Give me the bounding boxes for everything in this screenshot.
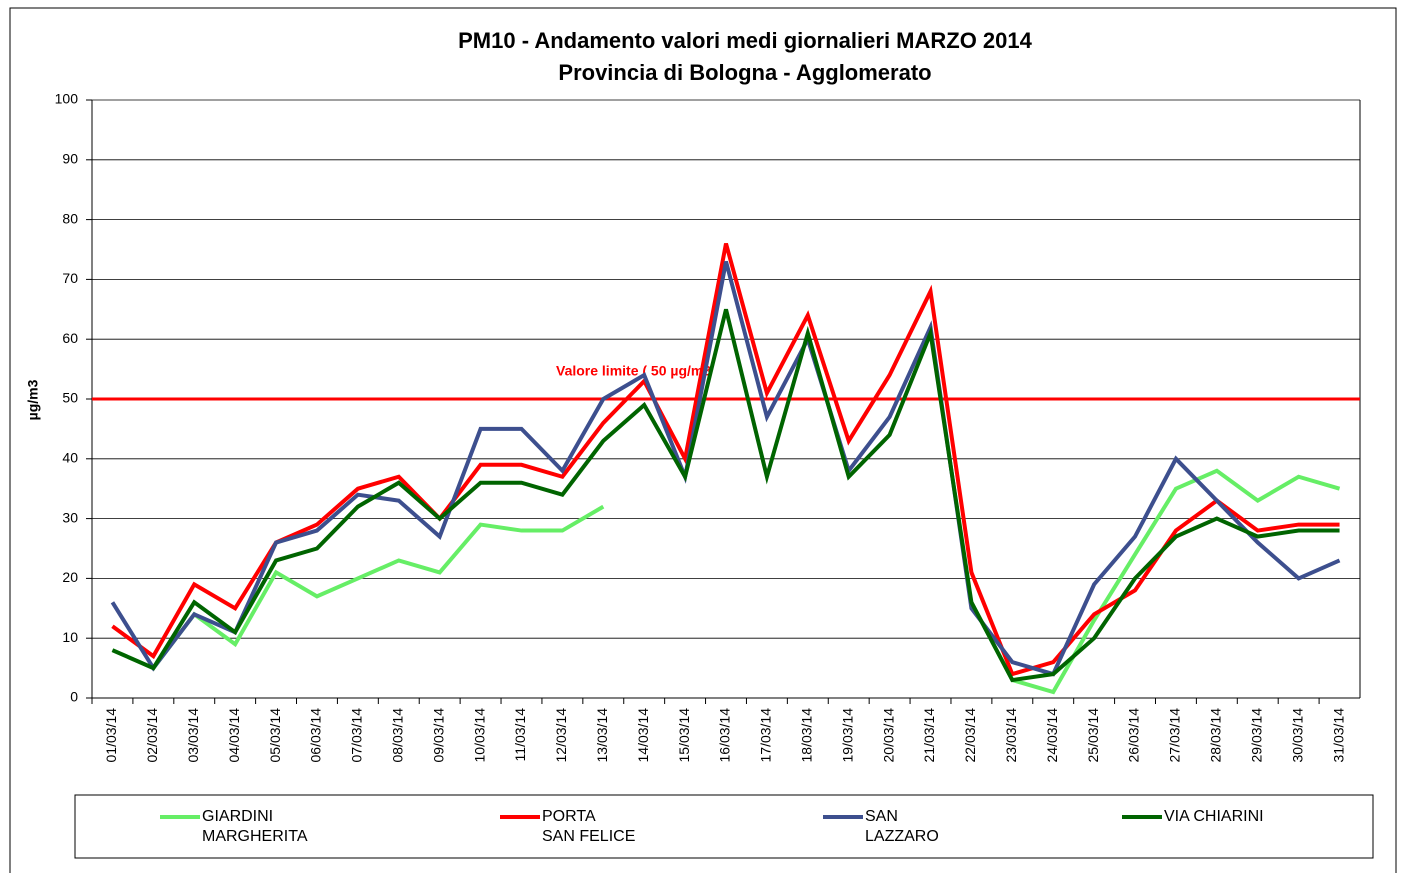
y-tick-label: 0 — [70, 689, 78, 705]
chart-title: PM10 - Andamento valori medi giornalieri… — [458, 28, 1033, 53]
x-tick-label: 25/03/14 — [1085, 708, 1101, 763]
x-tick-label: 29/03/14 — [1248, 708, 1264, 763]
x-tick-label: 31/03/14 — [1330, 708, 1346, 763]
series-line — [110, 260, 1341, 677]
x-tick-label: 12/03/14 — [553, 708, 569, 763]
y-tick-label: 80 — [62, 210, 78, 226]
x-tick-label: 11/03/14 — [512, 708, 528, 762]
x-tick-label: 08/03/14 — [389, 708, 405, 763]
x-tick-label: 28/03/14 — [1208, 708, 1224, 763]
x-tick-label: 10/03/14 — [471, 708, 487, 763]
x-tick-label: 30/03/14 — [1289, 708, 1305, 763]
x-tick-label: 06/03/14 — [308, 708, 324, 763]
y-tick-label: 40 — [62, 450, 78, 466]
y-tick-label: 100 — [55, 91, 79, 107]
x-tick-label: 22/03/14 — [962, 708, 978, 763]
legend-label: GIARDINI MARGHERITA — [202, 808, 308, 845]
y-tick-label: 10 — [62, 629, 78, 645]
x-tick-label: 05/03/14 — [267, 708, 283, 763]
y-tick-label: 60 — [62, 330, 78, 346]
x-tick-label: 20/03/14 — [880, 708, 896, 763]
y-axis-label: µg/m3 — [25, 379, 41, 420]
y-tick-label: 20 — [62, 569, 78, 585]
x-tick-label: 13/03/14 — [594, 708, 610, 763]
chart-subtitle: Provincia di Bologna - Agglomerato — [558, 60, 931, 85]
series-line — [111, 242, 1340, 677]
x-tick-label: 17/03/14 — [758, 708, 774, 763]
x-tick-label: 04/03/14 — [226, 708, 242, 763]
legend-label: PORTA SAN FELICE — [542, 808, 636, 845]
x-tick-label: 24/03/14 — [1044, 708, 1060, 763]
x-tick-label: 15/03/14 — [676, 708, 692, 763]
x-tick-label: 27/03/14 — [1167, 708, 1183, 763]
x-tick-label: 19/03/14 — [839, 708, 855, 763]
legend-label: SAN LAZZARO — [865, 808, 939, 845]
legend-label: VIA CHIARINI — [1164, 808, 1264, 825]
x-tick-label: 26/03/14 — [1126, 708, 1142, 763]
frame — [9, 7, 1397, 873]
x-tick-label: 07/03/14 — [349, 708, 365, 763]
x-tick-label: 21/03/14 — [921, 708, 937, 763]
x-tick-label: 02/03/14 — [144, 708, 160, 763]
y-tick-label: 90 — [62, 151, 78, 167]
legend-box — [74, 794, 1374, 859]
series-line — [111, 308, 1340, 683]
y-tick-label: 70 — [62, 270, 78, 286]
y-tick-label: 30 — [62, 509, 78, 525]
x-tick-label: 23/03/14 — [1003, 708, 1019, 763]
x-tick-label: 09/03/14 — [430, 708, 446, 763]
x-tick-label: 01/03/14 — [103, 708, 119, 763]
x-tick-label: 14/03/14 — [635, 708, 651, 763]
x-tick-label: 16/03/14 — [717, 708, 733, 763]
y-tick-label: 50 — [62, 390, 78, 406]
series-line — [111, 468, 1341, 695]
x-tick-label: 03/03/14 — [185, 708, 201, 763]
reference-label: Valore limite ( 50 µg/m3 — [556, 363, 711, 379]
x-tick-label: 18/03/14 — [799, 708, 815, 763]
